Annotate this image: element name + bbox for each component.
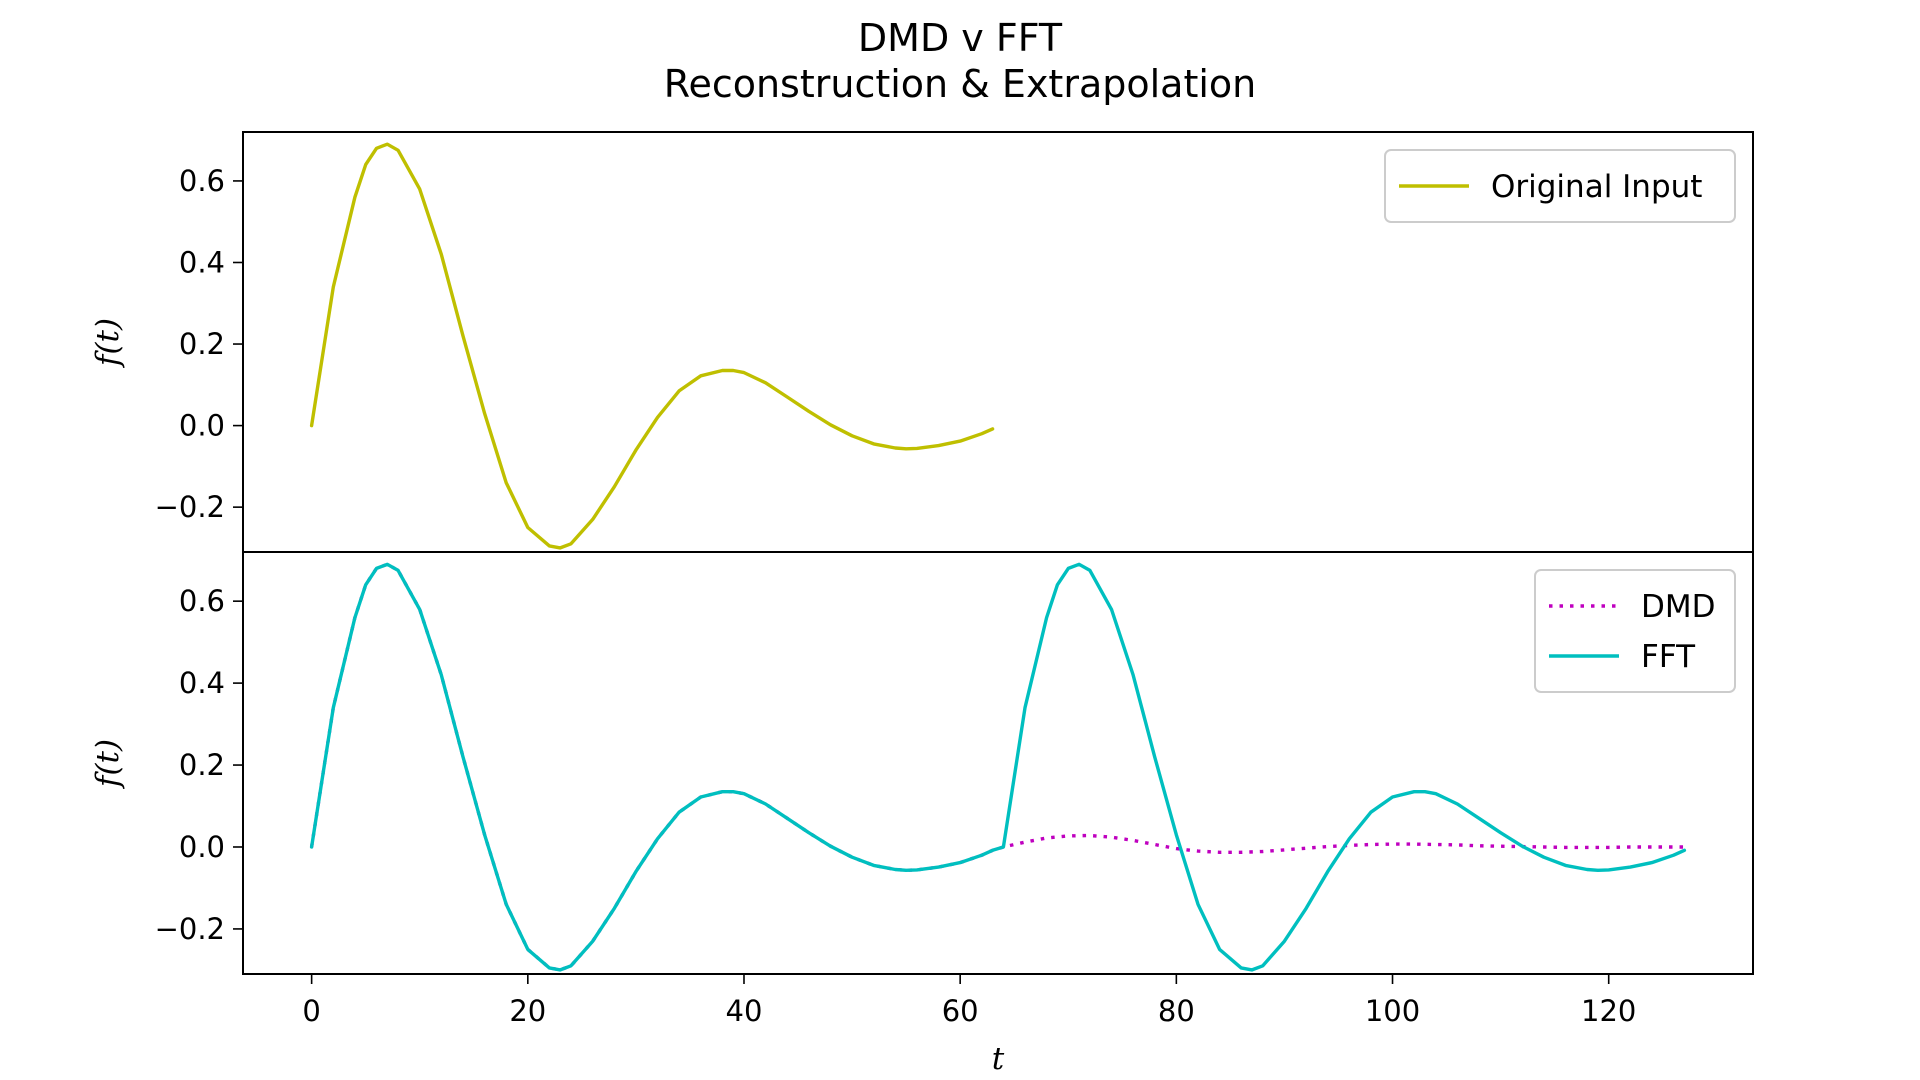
top-panel: −0.2 0.0 0.2 0.4 0.6 f(t) Original Input [90,131,1754,553]
bottom-x-tick-label: 100 [1365,994,1420,1028]
bottom-legend-box [1534,569,1736,693]
top-y-tick-label: 0.6 [179,164,225,198]
top-series-line-original-input [309,142,995,550]
chart-title: DMD v FFT [857,16,1063,60]
bottom-x-tick-label: 120 [1581,994,1636,1028]
bottom-series-line-fft [309,562,1687,972]
bottom-y-tick-label: 0.6 [179,584,225,618]
top-y-tick-label: −0.2 [155,490,225,524]
bottom-y-axis-label: f(t) [90,739,126,789]
bottom-x-tick-label: 0 [302,994,320,1028]
top-y-tick-label: 0.2 [179,327,225,361]
bottom-axes-frame [242,551,1754,975]
bottom-x-tick-label: 60 [942,994,979,1028]
bottom-legend-label: DMD [1641,589,1716,625]
bottom-legend-label: FFT [1641,639,1696,675]
top-y-tick-label: 0.4 [179,245,225,279]
bottom-x-tick-label: 80 [1158,994,1195,1028]
bottom-y-tick-label: −0.2 [155,912,225,946]
top-y-tick-label: 0.0 [179,409,225,443]
bottom-panel: −0.2 0.0 0.2 0.4 0.6 f(t) 0 20 40 60 80 100 120 t DMD F… [90,551,1754,1077]
top-y-axis-label: f(t) [90,318,126,368]
bottom-y-tick-label: 0.0 [179,830,225,864]
top-legend-box [1384,149,1736,223]
x-axis-label: t [992,1041,1005,1077]
top-legend-label: Original Input [1491,169,1702,205]
bottom-y-tick-label: 0.2 [179,748,225,782]
bottom-y-tick-label: 0.4 [179,666,225,700]
bottom-x-tick-label: 20 [509,994,546,1028]
bottom-x-tick-label: 40 [726,994,763,1028]
chart-subtitle: Reconstruction & Extrapolation [663,62,1257,106]
bottom-series-line-dmd [309,562,1685,972]
